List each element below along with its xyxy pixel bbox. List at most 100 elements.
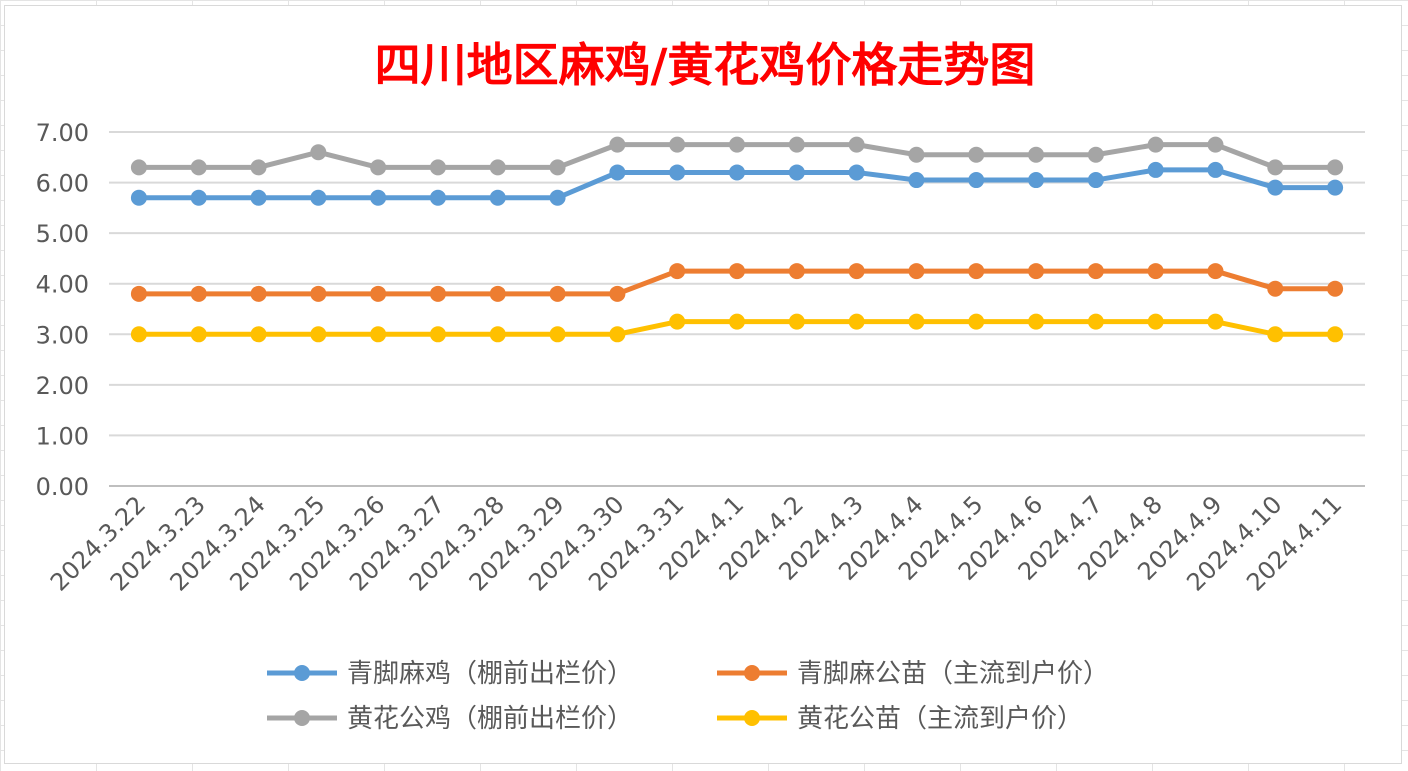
data-point[interactable] [429, 189, 446, 206]
legend-label: 青脚麻公苗（主流到户价） [797, 659, 1109, 689]
data-point[interactable] [968, 146, 985, 163]
data-point[interactable] [1267, 280, 1284, 297]
data-point[interactable] [1267, 326, 1284, 343]
data-point[interactable] [310, 285, 327, 302]
data-point[interactable] [848, 263, 865, 280]
legend-item[interactable]: 黄花公鸡（棚前出栏价） [267, 704, 633, 734]
data-point[interactable] [489, 326, 506, 343]
data-point[interactable] [1087, 263, 1104, 280]
data-point[interactable] [848, 164, 865, 181]
data-point[interactable] [729, 263, 745, 280]
data-point[interactable] [908, 172, 925, 189]
data-point[interactable] [1267, 159, 1284, 176]
data-point[interactable] [1028, 263, 1045, 280]
data-point[interactable] [190, 189, 207, 206]
data-point[interactable] [1147, 263, 1164, 280]
data-point[interactable] [908, 146, 925, 163]
y-tick-label: 4.00 [36, 271, 89, 299]
y-tick-label: 2.00 [36, 372, 89, 400]
data-point[interactable] [1327, 326, 1344, 343]
data-point[interactable] [968, 172, 985, 189]
data-point[interactable] [1028, 172, 1045, 189]
data-point[interactable] [669, 313, 686, 330]
data-point[interactable] [609, 285, 626, 302]
data-point[interactable] [669, 164, 686, 181]
data-point[interactable] [669, 136, 686, 153]
data-point[interactable] [1207, 161, 1224, 178]
data-point[interactable] [788, 263, 805, 280]
data-point[interactable] [130, 326, 147, 343]
data-point[interactable] [310, 189, 327, 206]
data-point[interactable] [1207, 263, 1224, 280]
data-point[interactable] [788, 136, 805, 153]
data-point[interactable] [1147, 136, 1164, 153]
data-point[interactable] [968, 313, 985, 330]
data-point[interactable] [788, 164, 805, 181]
y-tick-label: 1.00 [36, 422, 89, 450]
data-point[interactable] [609, 136, 626, 153]
data-point[interactable] [1327, 159, 1344, 176]
data-point[interactable] [250, 285, 267, 302]
legend-label: 青脚麻鸡（棚前出栏价） [347, 659, 633, 689]
legend-item[interactable]: 黄花公苗（主流到户价） [717, 704, 1083, 734]
data-point[interactable] [130, 285, 147, 302]
data-point[interactable] [1207, 313, 1224, 330]
data-point[interactable] [1147, 161, 1164, 178]
data-point[interactable] [549, 189, 566, 206]
data-point[interactable] [250, 326, 267, 343]
data-point[interactable] [130, 189, 147, 206]
data-point[interactable] [549, 326, 566, 343]
y-tick-label: 7.00 [36, 119, 89, 147]
data-point[interactable] [429, 326, 446, 343]
data-point[interactable] [1028, 313, 1045, 330]
data-point[interactable] [370, 189, 387, 206]
data-point[interactable] [848, 313, 865, 330]
legend-label: 黄花公鸡（棚前出栏价） [347, 704, 633, 734]
y-tick-label: 5.00 [36, 220, 89, 248]
legend-item[interactable]: 青脚麻公苗（主流到户价） [717, 659, 1109, 689]
legend-item[interactable]: 青脚麻鸡（棚前出栏价） [267, 659, 633, 689]
data-point[interactable] [489, 189, 506, 206]
data-point[interactable] [609, 326, 626, 343]
data-point[interactable] [1207, 136, 1224, 153]
data-point[interactable] [250, 159, 267, 176]
data-point[interactable] [908, 263, 925, 280]
data-point[interactable] [1267, 179, 1284, 196]
data-point[interactable] [1028, 146, 1045, 163]
data-point[interactable] [370, 159, 387, 176]
data-point[interactable] [489, 285, 506, 302]
data-point[interactable] [250, 189, 267, 206]
data-point[interactable] [310, 144, 327, 161]
chart-area[interactable]: 四川地区麻鸡/黄花鸡价格走势图 0.00 1.00 2.00 3.00 4.00 5.00… [4, 5, 1402, 764]
data-point[interactable] [1087, 313, 1104, 330]
data-point[interactable] [729, 136, 745, 153]
data-point[interactable] [1327, 280, 1344, 297]
data-point[interactable] [130, 159, 147, 176]
data-point[interactable] [429, 159, 446, 176]
data-point[interactable] [1087, 172, 1104, 189]
data-point[interactable] [549, 285, 566, 302]
data-point[interactable] [190, 285, 207, 302]
data-point[interactable] [908, 313, 925, 330]
data-point[interactable] [370, 326, 387, 343]
data-point[interactable] [848, 136, 865, 153]
data-point[interactable] [1147, 313, 1164, 330]
data-point[interactable] [429, 285, 446, 302]
data-point[interactable] [1087, 146, 1104, 163]
legend-marker [744, 710, 760, 726]
data-point[interactable] [190, 326, 207, 343]
data-point[interactable] [669, 263, 686, 280]
data-point[interactable] [968, 263, 985, 280]
data-point[interactable] [370, 285, 387, 302]
data-point[interactable] [1327, 179, 1344, 196]
data-point[interactable] [729, 164, 745, 181]
data-point[interactable] [729, 313, 745, 330]
data-point[interactable] [190, 159, 207, 176]
chart-title: 四川地区麻鸡/黄花鸡价格走势图 [375, 38, 1036, 92]
data-point[interactable] [310, 326, 327, 343]
y-tick-label: 3.00 [36, 321, 89, 349]
data-point[interactable] [489, 159, 506, 176]
data-point[interactable] [609, 164, 626, 181]
data-point[interactable] [788, 313, 805, 330]
data-point[interactable] [549, 159, 566, 176]
